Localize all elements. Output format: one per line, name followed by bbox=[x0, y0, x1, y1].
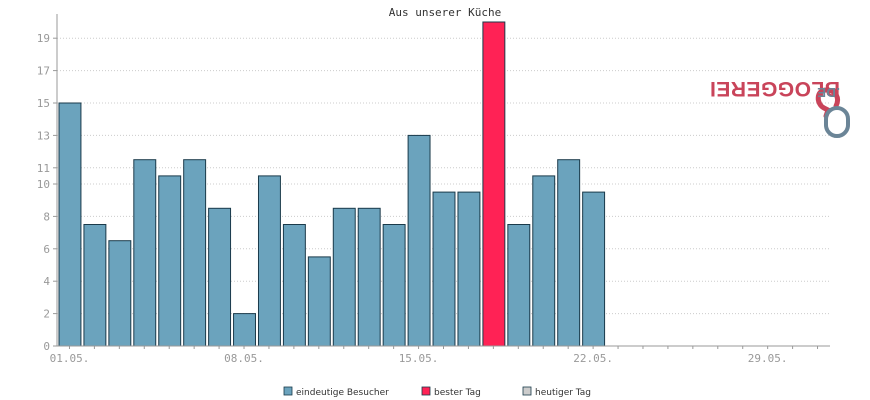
y-tick-label: 19 bbox=[37, 32, 50, 45]
x-tick-label: 22.05. bbox=[573, 352, 613, 365]
x-tick-label: 01.05. bbox=[50, 352, 90, 365]
axes bbox=[56, 14, 830, 347]
y-tick-label: 11 bbox=[37, 162, 50, 175]
legend-swatch bbox=[421, 386, 431, 396]
y-tick-label: 13 bbox=[37, 129, 50, 142]
legend-swatch bbox=[522, 386, 532, 396]
y-tick-label: 8 bbox=[43, 210, 50, 223]
visitor-bar bbox=[532, 175, 556, 347]
legend-label: eindeutige Besucher bbox=[296, 388, 389, 398]
visitor-bar bbox=[357, 207, 381, 347]
y-tick-label: 2 bbox=[43, 308, 50, 321]
legend-label: bester Tag bbox=[434, 388, 481, 398]
logo-word-suffix: .DE bbox=[816, 85, 840, 100]
y-tick-label: 0 bbox=[43, 340, 50, 353]
visitor-bar bbox=[382, 224, 406, 347]
visitor-bar bbox=[407, 134, 431, 347]
visitor-bar bbox=[183, 159, 207, 347]
visitor-bar bbox=[582, 191, 606, 347]
y-tick-label: 17 bbox=[37, 65, 50, 78]
visitor-bar bbox=[507, 224, 531, 347]
visitor-bar bbox=[233, 313, 256, 347]
visitor-bar bbox=[108, 240, 132, 347]
visitor-bar bbox=[158, 175, 182, 347]
visitor-bar bbox=[307, 256, 331, 347]
x-tick-label: 15.05. bbox=[399, 352, 439, 365]
y-tick-label: 10 bbox=[37, 178, 50, 191]
visitor-bar bbox=[282, 224, 306, 347]
visitor-bar bbox=[257, 175, 281, 347]
legend-label: heutiger Tag bbox=[535, 388, 591, 398]
y-axis-ticks: 0 2 4 6 8 10 11 13 15 17 19 bbox=[37, 32, 57, 353]
visitor-bar bbox=[208, 207, 232, 347]
x-tick-label: 08.05. bbox=[224, 352, 264, 365]
visitor-bar bbox=[432, 191, 456, 347]
bars bbox=[58, 21, 606, 347]
bloggerei-logo-wordmark: BLOGGEREI .DE bbox=[709, 72, 842, 222]
bloggerei-logo-icon bbox=[815, 87, 850, 138]
visitor-bar bbox=[332, 207, 356, 347]
visitor-bar bbox=[58, 102, 82, 347]
legend: eindeutige Besucher bester Tag heutiger Ta… bbox=[283, 386, 591, 398]
y-tick-label: 15 bbox=[37, 97, 50, 110]
x-axis-ticks: 01.05. 08.05. 15.05. 22.05. 29.05. bbox=[50, 346, 819, 365]
chart-title: Aus unserer Küche bbox=[389, 6, 502, 19]
best-day-bar bbox=[482, 21, 506, 347]
y-tick-label: 4 bbox=[43, 275, 50, 288]
visitor-bar bbox=[457, 191, 481, 347]
x-tick-label: 29.05. bbox=[748, 352, 788, 365]
visitor-bar bbox=[133, 159, 157, 347]
visitor-bar bbox=[83, 224, 107, 347]
y-tick-label: 6 bbox=[43, 243, 50, 256]
visitor-bar bbox=[557, 159, 581, 347]
legend-swatch bbox=[283, 386, 293, 396]
